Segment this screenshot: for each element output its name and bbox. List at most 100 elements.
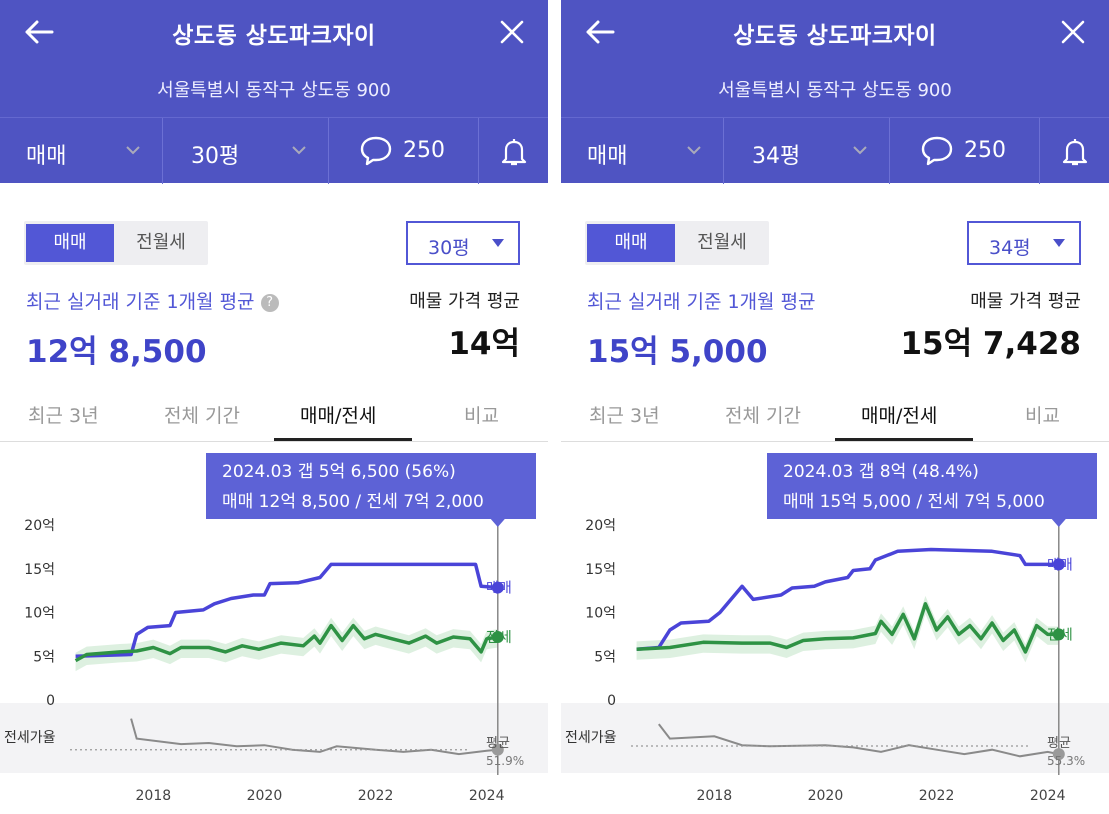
ratio-label: 전세가율 [565,730,617,746]
tab-compare[interactable]: 비교 [464,405,499,427]
trade-type-dropdown[interactable]: 매매 [0,118,163,184]
sale-series-label: 매매 [1047,557,1073,573]
jeonse-series-line [636,602,1059,654]
x-tick-label: 2020 [808,788,844,804]
period-tabs: 최근 3년 전체 기간 매매/전세 비교 [561,389,1109,442]
close-icon[interactable] [1057,16,1089,48]
help-icon[interactable]: ? [260,294,279,312]
comments-button[interactable]: 250 [329,118,479,184]
y-tick-label: 20억 [585,518,616,534]
tooltip-line-1: 2024.03 갭 5억 6,500 (56%) [222,462,456,482]
app-panel-30py: 상도동 상도파크자이 서울특별시 동작구 상도동 900 매매 30평 250 … [0,0,548,814]
main-content: 매매 전월세 30평 최근 실거래 기준 1개월 평균? 12억 8,500 매… [0,183,548,814]
size-select[interactable]: 34평 [967,221,1081,265]
tab-sale[interactable]: 매매 [587,224,675,262]
jeonse-series-label: 전세 [486,630,512,646]
x-tick-label: 2024 [1030,788,1066,804]
alert-button[interactable] [1040,118,1109,184]
recent-average-label: 최근 실거래 기준 1개월 평균 [587,287,816,314]
asking-price-label: 매물 가격 평균 [409,291,520,312]
jeonse-series-label: 전세 [1047,627,1073,643]
speech-bubble-icon [921,136,953,166]
arrow-left-icon[interactable] [22,14,56,50]
size-select-value: 30평 [428,237,470,259]
header-bar: 상도동 상도파크자이 서울특별시 동작구 상도동 900 매매 30평 250 [0,0,548,184]
speech-bubble-icon [360,136,392,166]
asking-price-value: 14억 [448,326,520,362]
recent-average-text: 최근 실거래 기준 1개월 평균 [26,291,255,313]
tab-compare[interactable]: 비교 [1025,405,1060,427]
comments-button[interactable]: 250 [890,118,1040,184]
tab-recent-3y[interactable]: 최근 3년 [589,405,660,427]
x-tick-label: 2018 [697,788,733,804]
tooltip-box [767,453,1097,519]
tab-all-period[interactable]: 전체 기간 [725,405,801,427]
x-tick-label: 2024 [469,788,505,804]
jeonse-series-line [74,623,499,663]
size-label: 30평 [191,144,240,169]
average-value: 55.3% [1047,754,1085,768]
y-tick-label: 20억 [24,518,55,534]
filter-row: 매매 30평 250 [0,117,548,184]
active-tab-indicator [835,438,973,441]
size-select[interactable]: 30평 [406,221,520,265]
average-value: 51.9% [486,754,524,768]
tab-recent-3y[interactable]: 최근 3년 [28,405,99,427]
active-tab-indicator [274,438,412,441]
panel-divider [548,0,561,814]
chevron-down-icon [292,146,306,155]
ratio-series-line [658,723,1059,758]
sale-series-line [75,562,498,659]
period-tabs: 최근 3년 전체 기간 매매/전세 비교 [0,389,548,442]
recent-average-price: 12억 8,500 [26,334,207,370]
tooltip-line-2: 매매 12억 8,500 / 전세 7억 2,000 [222,492,484,512]
tooltip-line-2: 매매 15억 5,000 / 전세 7억 5,000 [783,492,1045,512]
y-tick-label: 0 [607,693,616,709]
ratio-end-marker [491,743,504,756]
tab-sale-jeonse[interactable]: 매매/전세 [300,405,377,427]
size-dropdown[interactable]: 34평 [724,118,890,184]
y-tick-label: 15억 [585,562,616,578]
page-title: 상도동 상도파크자이 [733,23,937,49]
comment-count: 250 [964,138,1006,163]
chevron-down-icon [687,146,701,155]
close-icon[interactable] [496,16,528,48]
y-tick-label: 10억 [24,606,55,622]
trade-type-dropdown[interactable]: 매매 [561,118,724,184]
ratio-band [0,703,548,773]
recent-average-label: 최근 실거래 기준 1개월 평균? [26,287,279,314]
tab-sale-jeonse[interactable]: 매매/전세 [861,405,938,427]
app-panel-34py: 상도동 상도파크자이 서울특별시 동작구 상도동 900 매매 34평 250 … [561,0,1109,814]
tooltip-pointer [490,519,505,527]
page-title: 상도동 상도파크자이 [172,23,376,49]
y-tick-label: 0 [46,693,55,709]
tooltip-box [206,453,536,519]
y-tick-label: 5억 [33,649,55,665]
average-label: 평균 [486,736,510,751]
chevron-down-icon [853,146,867,155]
ratio-end-marker [1052,748,1065,761]
trade-toggle: 매매 전월세 [585,221,769,265]
arrow-left-icon[interactable] [583,14,617,50]
x-tick-label: 2022 [358,788,394,804]
x-tick-label: 2020 [247,788,283,804]
y-tick-label: 10억 [585,606,616,622]
tab-sale[interactable]: 매매 [26,224,114,262]
tab-all-period[interactable]: 전체 기간 [164,405,240,427]
tooltip-line-1: 2024.03 갭 8억 (48.4%) [783,462,979,482]
trade-type-label: 매매 [587,144,628,169]
sale-end-marker [491,581,504,594]
comment-count: 250 [403,138,445,163]
alert-button[interactable] [479,118,548,184]
sale-series-line [636,547,1059,652]
caret-down-icon [1053,239,1065,247]
ratio-label: 전세가율 [4,730,56,746]
recent-average-price: 15억 5,000 [587,334,768,370]
tab-rent[interactable]: 전월세 [136,232,186,253]
size-dropdown[interactable]: 30평 [163,118,329,184]
size-select-value: 34평 [989,237,1031,259]
caret-down-icon [492,239,504,247]
tab-rent[interactable]: 전월세 [697,232,747,253]
